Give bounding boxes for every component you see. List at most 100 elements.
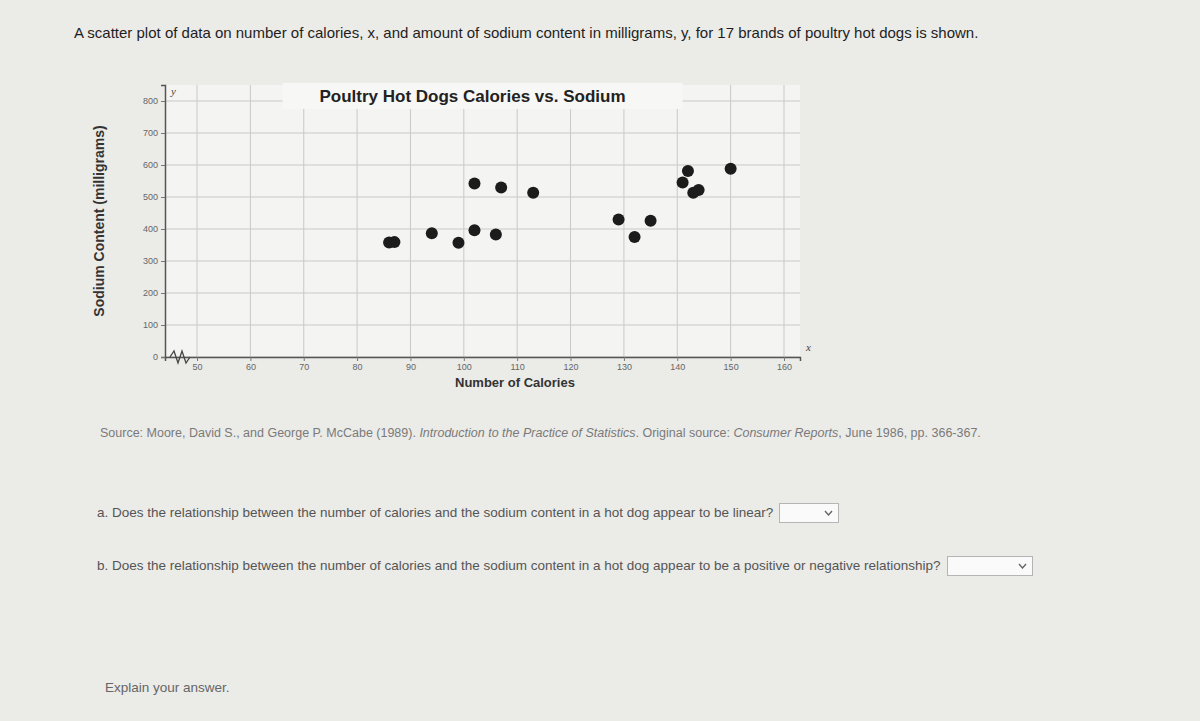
tick: 60 (246, 357, 256, 372)
tick: 110 (511, 357, 525, 372)
tick-mark (517, 357, 518, 361)
tick: 0 (153, 352, 165, 362)
y-axis-title: Sodium Content (milligrams) (91, 125, 107, 316)
tick: 200 (143, 288, 165, 298)
tick-label: 100 (457, 362, 472, 372)
tick-label: 400 (143, 224, 158, 234)
tick-label: 160 (777, 362, 792, 372)
tick-label: 100 (143, 320, 158, 330)
tick-label: 50 (193, 362, 203, 372)
point (613, 213, 625, 225)
tick-label: 500 (143, 192, 158, 202)
tick-label: 300 (143, 256, 158, 266)
tick-mark (161, 261, 165, 262)
grid (165, 85, 800, 357)
tick: 130 (617, 357, 632, 372)
tick-mark (464, 357, 465, 361)
tick-label: 0 (153, 352, 158, 362)
source-part: Consumer Reports (733, 426, 838, 440)
point (468, 178, 480, 190)
source-part: Source: Moore, David S., and George P. M… (100, 426, 419, 440)
tick: 50 (193, 357, 203, 372)
question-text: b. Does the relationship between the num… (97, 558, 941, 573)
source: Source: Moore, David S., and George P. M… (100, 424, 1050, 443)
tick: 800 (143, 96, 165, 106)
tick-mark (357, 357, 358, 361)
tick-label: 600 (143, 160, 158, 170)
point (490, 228, 502, 240)
tick-mark (677, 357, 678, 361)
tick: 120 (564, 357, 579, 372)
tick: 300 (143, 256, 165, 266)
tick-mark (161, 229, 165, 230)
grid-line (463, 85, 464, 357)
tick-label: 90 (406, 362, 416, 372)
grid-line (570, 85, 571, 357)
x-axis: 50 60 70 80 90 100 110 120 130 140 150 160 (166, 357, 801, 372)
tick: 90 (406, 357, 416, 372)
tick-mark (161, 133, 165, 134)
tick-label: 200 (143, 288, 158, 298)
tick-mark (624, 357, 625, 361)
tick: 70 (299, 357, 309, 372)
grid-line (250, 85, 251, 357)
dropdown-arrow (1018, 563, 1027, 569)
tick-label: 130 (617, 362, 632, 372)
tick-label: 70 (299, 362, 309, 372)
point (645, 215, 657, 227)
axis-symbol: x (805, 341, 811, 353)
tick-mark (161, 293, 165, 294)
grid-line (197, 85, 198, 357)
grid-line (730, 85, 731, 357)
point (677, 177, 689, 189)
question-text: a. Does the relationship between the num… (97, 505, 773, 520)
grid-line (165, 325, 800, 326)
tick: 80 (353, 357, 363, 372)
tick: 600 (143, 160, 165, 170)
tick-mark (784, 357, 785, 361)
tick: 700 (143, 128, 165, 138)
tick: 100 (143, 320, 165, 330)
point (388, 236, 400, 248)
tick-label: 120 (564, 362, 579, 372)
grid-line (410, 85, 411, 357)
tick-mark (161, 357, 165, 358)
tick-label: 150 (724, 362, 739, 372)
plot-background (165, 85, 800, 357)
tick-mark (197, 357, 198, 361)
tick: 100 (457, 357, 472, 372)
title-box (283, 83, 683, 109)
grid-line (165, 197, 800, 198)
tick-mark (161, 325, 165, 326)
dropdown-arrow (824, 510, 833, 516)
tick-mark (161, 101, 165, 102)
tick-label: 110 (511, 362, 525, 372)
dropdown[interactable] (947, 556, 1033, 576)
tick-mark (304, 357, 305, 361)
tick: 140 (670, 357, 685, 372)
tick-label: 140 (670, 362, 685, 372)
grid-line (517, 85, 518, 357)
tick-mark (250, 357, 251, 361)
tick-label: 800 (143, 96, 158, 106)
question: a. Does the relationship between the num… (97, 503, 839, 523)
source-part: Introduction to the Practice of Statisti… (419, 426, 635, 440)
grid-line (783, 85, 784, 357)
axis-symbol: y (170, 85, 176, 97)
grid-line (677, 85, 678, 357)
grid-line (165, 229, 800, 230)
point (468, 224, 480, 236)
dropdown[interactable] (779, 503, 839, 523)
grid-line (303, 85, 304, 357)
grid-line (165, 165, 800, 166)
point (426, 227, 438, 239)
question: b. Does the relationship between the num… (97, 556, 1033, 576)
tick-mark (731, 357, 732, 361)
tick-mark (571, 357, 572, 361)
point (682, 165, 694, 177)
tick: 160 (777, 357, 792, 372)
tick-mark (161, 165, 165, 166)
point (629, 231, 641, 243)
title: Poultry Hot Dogs Calories vs. Sodium (319, 87, 625, 106)
x-axis-title: Number of Calories (455, 375, 575, 390)
